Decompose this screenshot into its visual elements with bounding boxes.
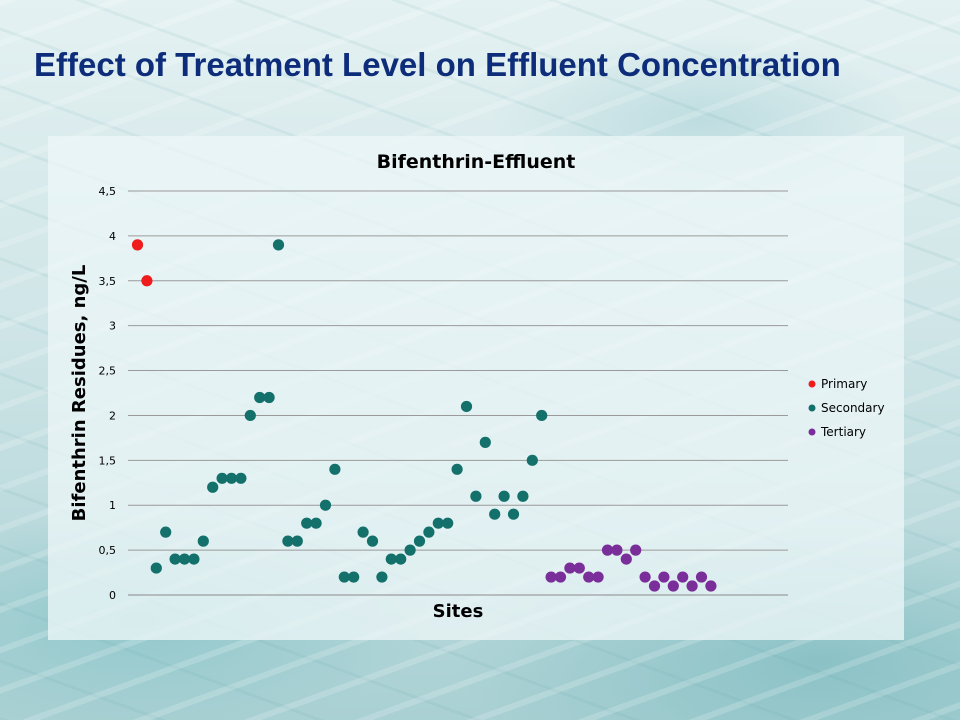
data-point-tertiary xyxy=(583,571,595,583)
data-point-secondary xyxy=(470,490,482,502)
y-tick-label: 4,5 xyxy=(99,185,117,198)
data-point-tertiary xyxy=(564,562,576,574)
data-point-secondary xyxy=(366,535,379,547)
y-tick-label: 4 xyxy=(109,230,116,243)
data-point-secondary xyxy=(282,535,294,547)
data-point-secondary xyxy=(301,517,313,529)
chart-title: Bifenthrin-Effluent xyxy=(377,151,576,173)
y-tick-label: 2,5 xyxy=(99,365,117,378)
data-point-secondary xyxy=(498,490,510,502)
data-point-secondary xyxy=(216,472,228,484)
data-point-tertiary xyxy=(639,571,651,583)
data-point-secondary xyxy=(507,508,520,520)
slide-title: Effect of Treatment Level on Effluent Co… xyxy=(34,46,841,83)
data-point-secondary xyxy=(254,391,266,404)
data-point-secondary xyxy=(348,571,360,583)
data-point-secondary xyxy=(451,463,463,475)
legend: Primary Secondary Tertiary xyxy=(808,377,885,439)
data-point-secondary xyxy=(395,553,407,565)
data-point-secondary xyxy=(263,391,275,404)
data-point-secondary xyxy=(526,454,538,466)
data-point-tertiary xyxy=(658,571,670,583)
y-tick-label: 1,5 xyxy=(99,454,117,467)
data-point-tertiary xyxy=(554,571,567,583)
data-point-primary xyxy=(141,275,153,287)
data-point-tertiary xyxy=(620,553,632,565)
data-points xyxy=(131,239,717,592)
data-point-tertiary xyxy=(677,571,689,583)
data-point-tertiary xyxy=(592,571,604,583)
data-point-secondary xyxy=(413,535,426,547)
y-tick-label: 2 xyxy=(109,409,116,422)
y-tick-label: 0,5 xyxy=(99,544,117,557)
y-tick-label: 3,5 xyxy=(99,275,117,288)
y-tick-label: 3 xyxy=(109,320,116,333)
data-point-secondary xyxy=(329,463,341,475)
data-point-secondary xyxy=(169,553,181,565)
data-point-secondary xyxy=(178,553,191,565)
data-point-tertiary xyxy=(630,544,642,556)
data-point-secondary xyxy=(442,517,454,529)
legend-marker-primary xyxy=(808,380,816,388)
y-tick-labels: 0 0,5 1 1,5 2 2,5 3 3,5 4 4,5 xyxy=(99,185,117,602)
data-point-secondary xyxy=(404,544,416,556)
data-point-tertiary xyxy=(686,580,698,592)
x-axis-label: Sites xyxy=(433,601,484,622)
data-point-tertiary xyxy=(601,544,614,556)
data-point-secondary xyxy=(235,472,247,484)
data-point-tertiary xyxy=(667,580,679,592)
data-point-secondary xyxy=(479,436,491,448)
legend-label-primary: Primary xyxy=(821,377,867,391)
data-point-secondary xyxy=(319,499,332,511)
data-point-tertiary xyxy=(611,544,623,556)
data-point-secondary xyxy=(197,535,209,547)
legend-label-tertiary: Tertiary xyxy=(820,425,866,439)
data-point-secondary xyxy=(150,562,162,574)
data-point-tertiary xyxy=(695,571,708,583)
data-point-secondary xyxy=(338,571,350,583)
data-point-secondary xyxy=(489,508,501,520)
legend-marker-tertiary xyxy=(808,428,816,436)
y-axis-label: Bifenthrin Residues, ng/L xyxy=(69,265,90,522)
data-point-secondary xyxy=(517,490,529,502)
data-point-secondary xyxy=(225,472,238,484)
data-point-secondary xyxy=(460,400,473,413)
data-point-secondary xyxy=(160,526,172,538)
data-point-secondary xyxy=(188,553,200,565)
y-tick-label: 1 xyxy=(109,499,116,512)
data-point-secondary xyxy=(244,409,256,422)
data-point-secondary xyxy=(357,526,369,538)
data-point-primary xyxy=(131,239,144,251)
data-point-tertiary xyxy=(705,580,717,592)
data-point-secondary xyxy=(423,526,435,538)
y-tick-label: 0 xyxy=(109,589,116,602)
data-point-tertiary xyxy=(648,580,661,592)
data-point-secondary xyxy=(310,517,322,529)
grid-lines xyxy=(128,190,788,596)
data-point-secondary xyxy=(432,517,444,529)
data-point-secondary xyxy=(385,553,397,565)
data-point-secondary xyxy=(536,409,548,422)
data-point-secondary xyxy=(291,535,303,547)
data-point-secondary xyxy=(207,481,219,493)
data-point-secondary xyxy=(376,571,388,583)
legend-marker-secondary xyxy=(808,404,816,412)
data-point-tertiary xyxy=(545,571,557,583)
data-point-secondary xyxy=(272,239,285,251)
legend-label-secondary: Secondary xyxy=(821,401,885,415)
data-point-tertiary xyxy=(573,562,585,574)
